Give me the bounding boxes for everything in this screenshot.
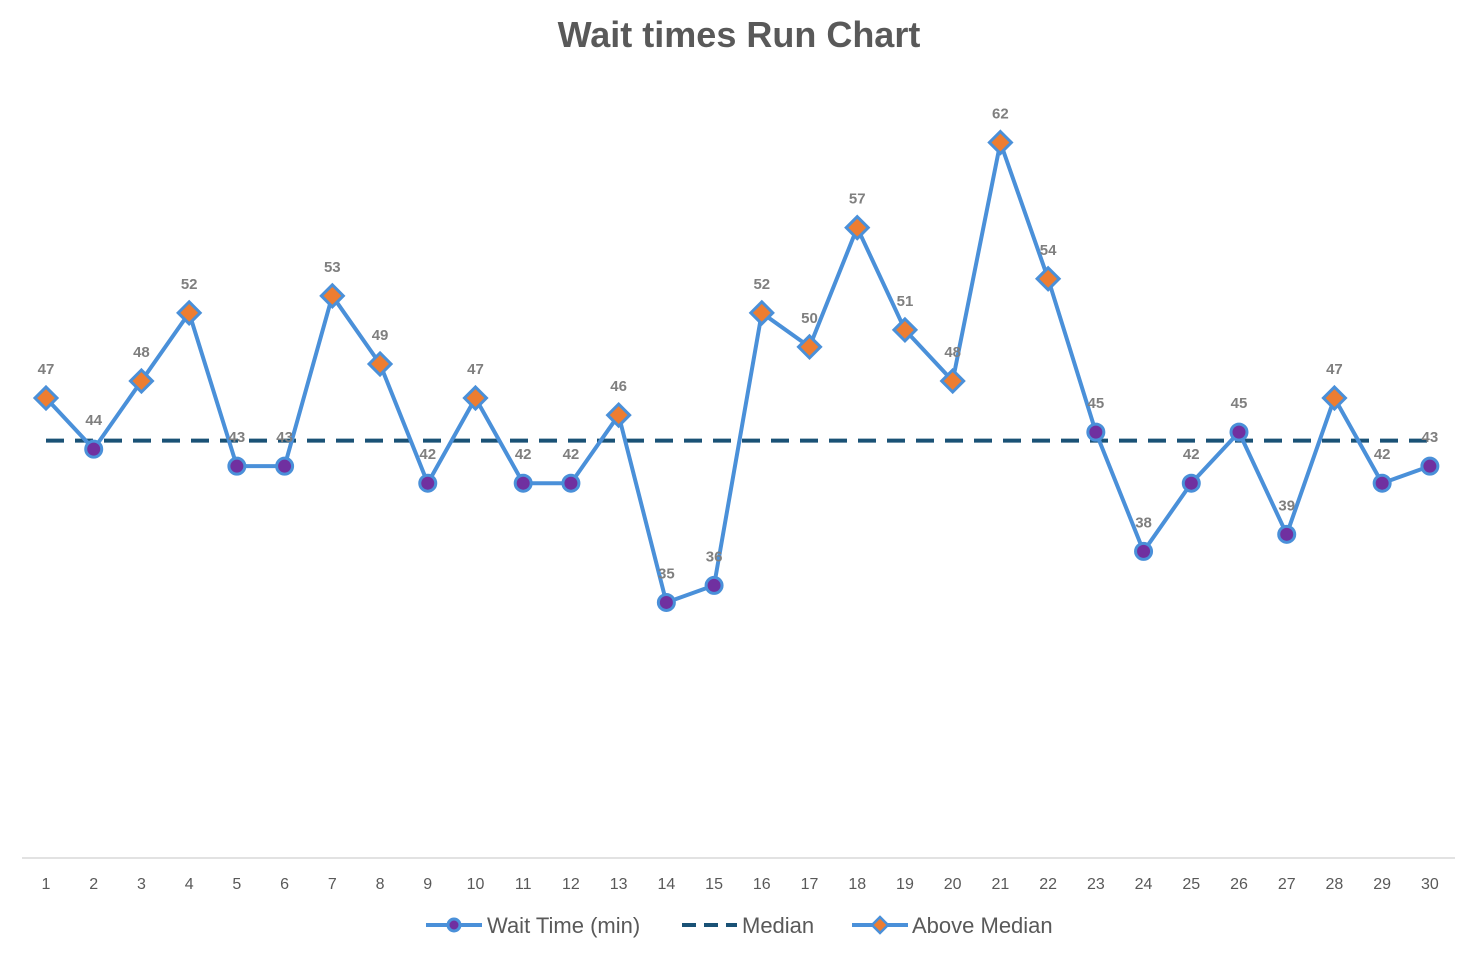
wait-time-marker [561,473,581,493]
wait-time-marker [704,575,724,595]
data-label: 42 [1374,446,1391,463]
x-tick-label: 12 [562,876,580,893]
x-tick-label: 23 [1087,876,1105,893]
above-median-marker [939,367,966,395]
data-label: 62 [992,106,1009,123]
x-tick-label: 21 [992,876,1010,893]
above-median-marker [748,299,775,326]
wait-time-marker [418,473,438,493]
wait-time-marker [1181,473,1201,493]
x-tick-label: 11 [515,876,532,893]
data-label: 43 [1422,429,1439,446]
data-label: 43 [229,429,246,446]
x-tick-label: 22 [1039,876,1057,893]
data-label: 38 [1135,514,1152,531]
data-label: 42 [1183,446,1200,463]
data-label: 51 [897,293,914,310]
above-median-marker [1034,265,1062,292]
x-tick-label: 24 [1135,876,1153,893]
legend-wait-time-label: Wait Time (min) [487,913,640,938]
above-median-marker [1321,384,1348,412]
wait-time-marker [656,592,676,612]
wait-time-marker [1277,524,1297,544]
data-label: 42 [515,446,532,463]
data-label: 45 [1087,395,1104,412]
x-tick-label: 14 [657,876,675,893]
data-label: 57 [849,191,866,208]
wait-time-line [44,140,1431,605]
x-tick-label: 3 [137,876,146,893]
wait-time-marker [227,456,247,476]
wait-time-marker [1086,422,1106,442]
data-label: 35 [658,565,675,582]
wait-time-marker [1372,473,1392,493]
data-label: 52 [753,276,770,293]
data-label: 47 [467,361,484,378]
x-tick-label: 19 [896,876,914,893]
x-tick-label: 5 [232,876,241,893]
data-label: 43 [276,429,293,446]
legend-above-median-label: Above Median [912,913,1053,938]
x-tick-label: 9 [423,876,432,893]
wait-time-marker [1420,456,1440,476]
x-tick-label: 10 [467,876,485,893]
above-median-marker [319,282,346,309]
wait-time-marker [513,473,533,493]
x-tick-label: 7 [328,876,337,893]
x-tick-label: 2 [89,876,98,893]
x-tick-label: 4 [185,876,194,893]
data-label: 42 [419,446,436,463]
x-tick-label: 27 [1278,876,1296,893]
data-label: 47 [1326,361,1343,378]
data-label: 48 [944,344,961,361]
x-tick-label: 16 [753,876,771,893]
above-median-marker [462,384,489,412]
x-tick-label: 15 [705,876,723,893]
above-median-marker [891,316,919,344]
data-label: 47 [38,361,55,378]
x-tick-label: 25 [1182,876,1200,893]
legend-above-median-marker [870,915,890,935]
above-median-marker [176,299,203,326]
x-tick-label: 1 [42,876,51,893]
data-label: 45 [1231,395,1248,412]
above-median-marker [987,129,1014,156]
x-tick-label: 13 [610,876,628,893]
data-label: 53 [324,259,341,276]
x-tick-label: 26 [1230,876,1248,893]
x-tick-label: 8 [376,876,385,893]
data-label: 49 [372,327,389,344]
x-tick-label: 17 [801,876,819,893]
data-label: 52 [181,276,198,293]
wait-time-marker [275,456,295,476]
x-tick-label: 29 [1373,876,1391,893]
x-tick-label: 30 [1421,876,1439,893]
above-median-marker [605,401,632,429]
chart-title: Wait times Run Chart [557,14,921,55]
above-median-marker [32,384,60,412]
x-tick-label: 18 [848,876,866,893]
legend-median-label: Median [742,913,814,938]
x-tick-label: 6 [280,876,289,893]
data-label: 46 [610,378,627,395]
wait-time-marker [84,439,104,459]
above-median-marker [128,367,155,395]
above-median-marker [366,350,394,378]
data-label: 36 [706,548,723,565]
data-label: 48 [133,344,150,361]
data-label: 42 [563,446,580,463]
data-label: 39 [1278,497,1295,514]
wait-time-marker [1134,541,1154,561]
data-label: 54 [1040,242,1057,259]
legend-wait-time-marker [446,917,462,933]
data-label: 44 [85,412,102,429]
x-tick-label: 28 [1326,876,1344,893]
above-median-marker [796,333,823,361]
above-median-marker [844,214,871,241]
data-label: 50 [801,310,818,327]
wait-time-marker [1229,422,1249,442]
x-tick-label: 20 [944,876,962,893]
